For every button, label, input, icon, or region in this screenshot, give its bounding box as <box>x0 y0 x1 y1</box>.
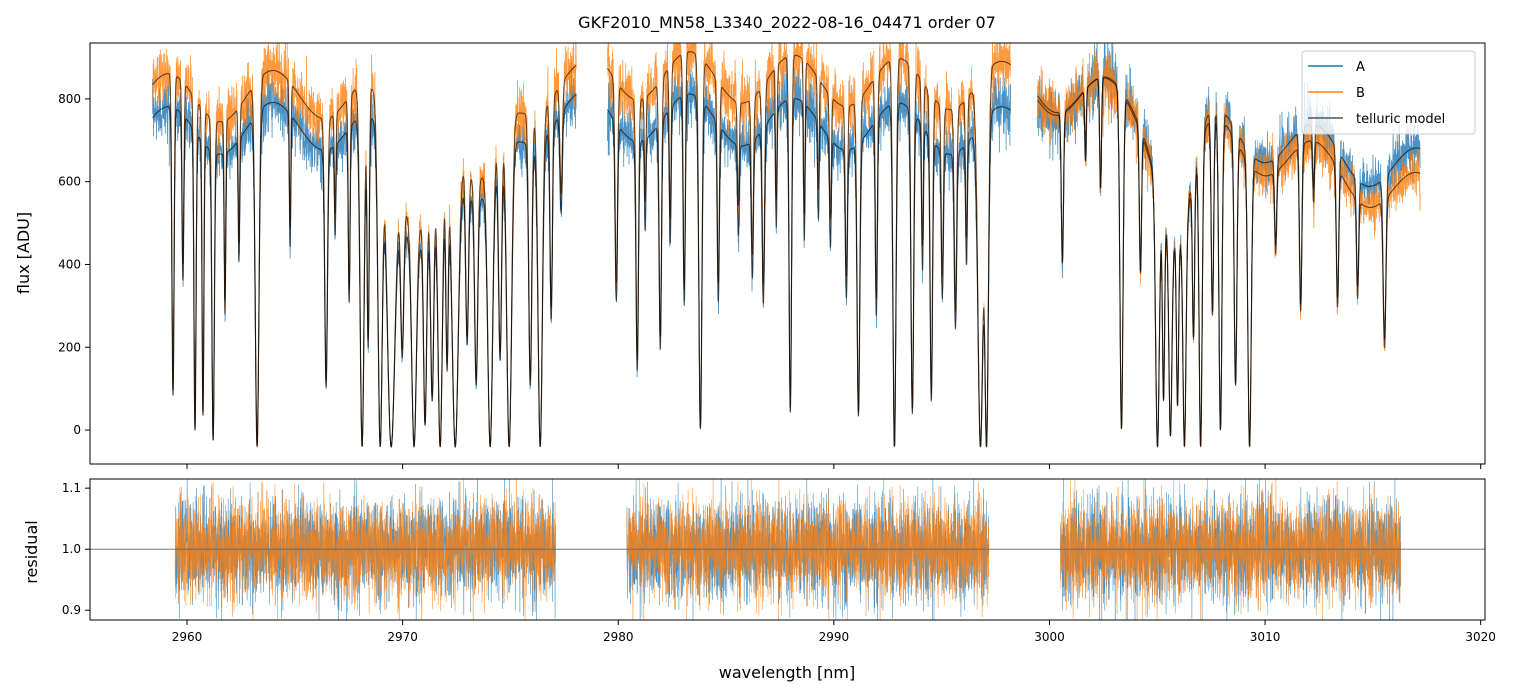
residual-y-tick-label: 1.1 <box>62 481 81 495</box>
x-axis-label: wavelength [nm] <box>719 663 856 682</box>
x-tick-label: 2990 <box>819 630 850 644</box>
telluric-model-line <box>152 64 577 449</box>
legend-label-a: A <box>1356 60 1365 75</box>
legend-label-b: B <box>1356 86 1365 101</box>
y-tick-label: 0 <box>73 423 81 437</box>
residual-y-tick-label: 1.0 <box>62 542 81 556</box>
y-tick-label: 600 <box>58 175 81 189</box>
telluric-model-line <box>1037 77 1421 447</box>
y-axis-label-residual: residual <box>22 520 41 583</box>
residual-series-b-line <box>174 479 556 620</box>
x-tick-label: 3020 <box>1465 630 1496 644</box>
y-tick-label: 200 <box>58 340 81 354</box>
telluric-model-line <box>606 51 1011 447</box>
residual-y-tick-label: 0.9 <box>62 603 81 617</box>
spectrum-axes-frame <box>89 42 1486 465</box>
x-tick-label: 2960 <box>172 630 203 644</box>
chart-title: GKF2010_MN58_L3340_2022-08-16_04471 orde… <box>578 13 996 33</box>
x-tick-label: 2980 <box>603 630 634 644</box>
x-tick-label: 2970 <box>387 630 418 644</box>
axis-ticks: 2960 2970 2980 2990 3000 3010 3020 0 200 400 600 80… <box>58 92 1496 644</box>
legend: A B telluric model <box>1301 50 1476 135</box>
legend-label-model: telluric model <box>1356 112 1445 127</box>
residual-panel <box>90 479 1485 620</box>
residual-series-b-line <box>1059 479 1402 620</box>
y-tick-label: 800 <box>58 92 81 106</box>
legend-box <box>1301 50 1476 135</box>
x-tick-label: 3010 <box>1250 630 1281 644</box>
x-tick-label: 3000 <box>1034 630 1065 644</box>
spectrum-panel <box>152 43 1421 449</box>
y-tick-label: 400 <box>58 257 81 271</box>
residual-series-b-line <box>626 479 990 620</box>
y-axis-label-flux: flux [ADU] <box>14 212 33 294</box>
